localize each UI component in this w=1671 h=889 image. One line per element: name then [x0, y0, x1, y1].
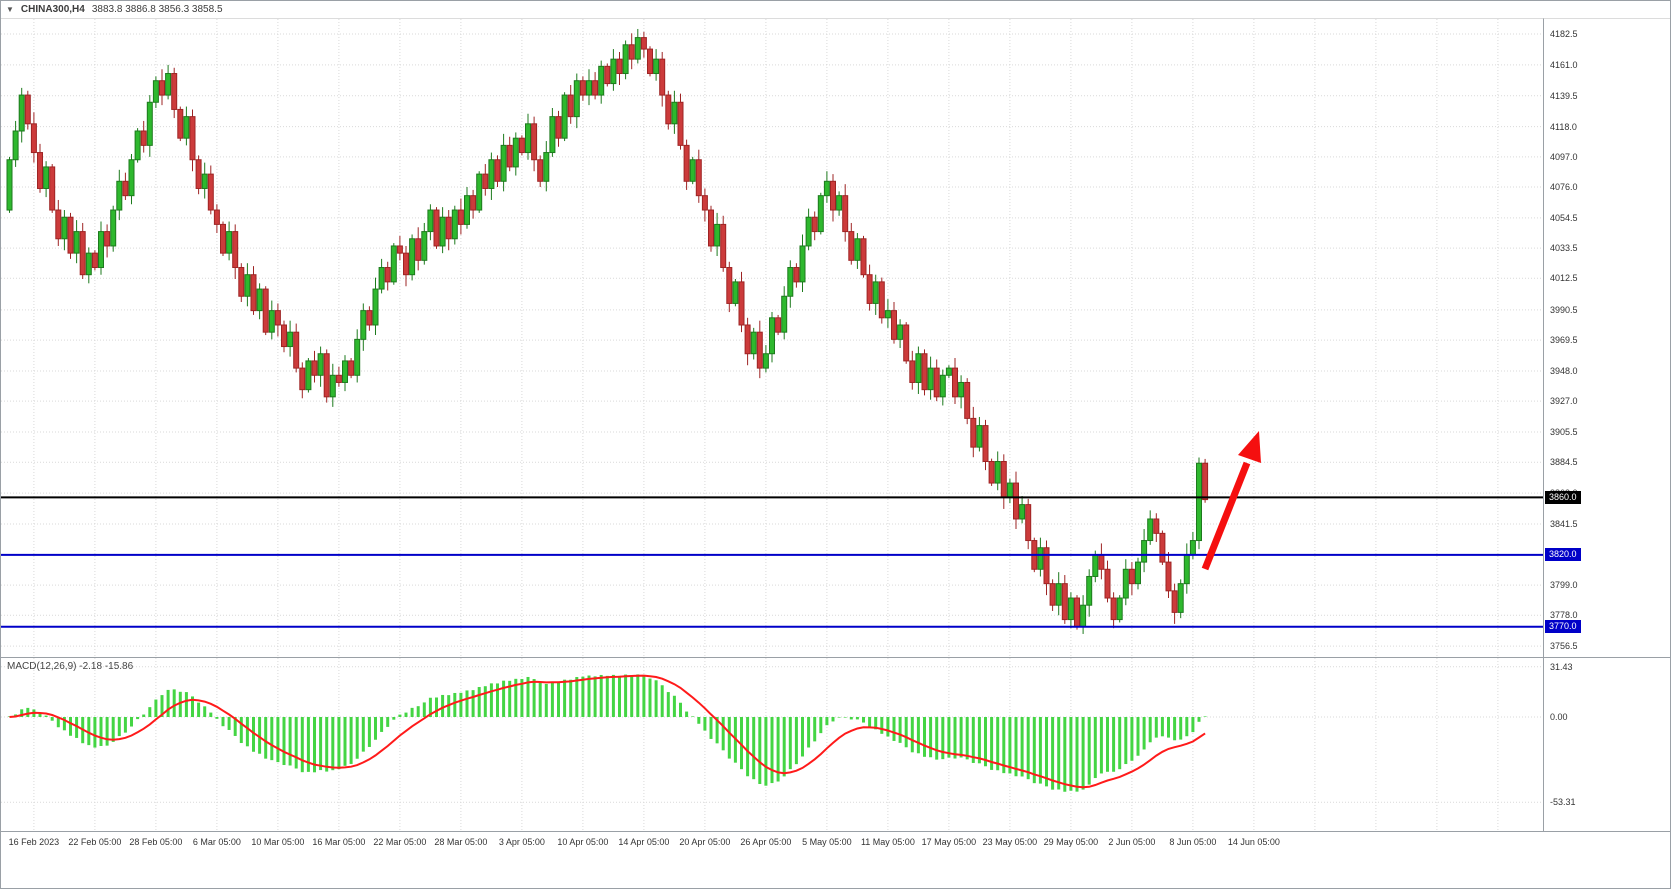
time-tick-label: 28 Mar 05:00: [434, 837, 488, 847]
chart-title-bar: ▼ CHINA300,H4 3883.8 3886.8 3856.3 3858.…: [1, 1, 1670, 18]
time-tick-label: 8 Jun 05:00: [1169, 837, 1217, 847]
price-tick-label: 4076.0: [1550, 182, 1578, 193]
macd-tick-label: 31.43: [1550, 661, 1573, 672]
time-tick-label: 22 Mar 05:00: [373, 837, 427, 847]
time-tick-label: 10 Apr 05:00: [557, 837, 609, 847]
time-tick-label: 2 Jun 05:00: [1108, 837, 1156, 847]
macd-tick-label: -53.31: [1550, 797, 1576, 808]
time-tick-label: 20 Apr 05:00: [679, 837, 731, 847]
price-tick-label: 4139.5: [1550, 90, 1578, 101]
macd-name-label: MACD(12,26,9): [7, 661, 77, 672]
candles: [6, 28, 1209, 634]
price-tick-label: 3756.5: [1550, 641, 1578, 652]
time-tick-label: 6 Mar 05:00: [192, 837, 241, 847]
time-tick-label: 26 Apr 05:00: [740, 837, 792, 847]
time-tick-label: 17 May 05:00: [921, 837, 977, 847]
price-tick-label: 3884.5: [1550, 457, 1578, 468]
price-tick-label: 3905.5: [1550, 427, 1578, 438]
symbol-dropdown-icon[interactable]: ▼: [6, 5, 14, 14]
price-tick-label: 3969.5: [1550, 335, 1578, 346]
time-tick-label: 10 Mar 05:00: [251, 837, 305, 847]
price-tick-label: 4161.0: [1550, 59, 1578, 70]
price-tick-label: 3841.5: [1550, 519, 1578, 530]
macd-histogram: [8, 674, 1207, 792]
time-tick-label: 14 Jun 05:00: [1227, 837, 1280, 847]
time-tick-label: 16 Feb 2023: [8, 837, 60, 847]
price-axis[interactable]: 4182.5 4161.0 4139.5 4118.0 4097.0 4076.0 4054…: [1544, 1, 1670, 831]
price-tick-label: 3990.5: [1550, 304, 1578, 315]
trend-arrow-head: [1238, 431, 1261, 463]
price-tick-label: 3927.0: [1550, 396, 1578, 407]
trend-arrow-shaft: [1201, 461, 1251, 571]
time-tick-label: 14 Apr 05:00: [618, 837, 670, 847]
time-tick-label: 11 May 05:00: [860, 837, 915, 847]
time-tick-label: 5 May 05:00: [802, 837, 852, 847]
time-tick-label: 16 Mar 05:00: [312, 837, 366, 847]
macd-values-label: -2.18 -15.86: [79, 661, 134, 672]
price-tick-label: 4012.5: [1550, 273, 1578, 284]
price-tick-label: 3948.0: [1550, 365, 1578, 376]
price-tick-label: 3799.0: [1550, 580, 1578, 591]
symbol-timeframe-label: CHINA300,H4: [20, 4, 85, 15]
price-level-tag[interactable]: 3770.0: [1545, 620, 1581, 634]
price-level-tag[interactable]: 3820.0: [1545, 548, 1581, 562]
macd-indicator-label: MACD(12,26,9) -2.18 -15.86: [7, 661, 133, 672]
macd-tick-label: 0.00: [1550, 712, 1568, 722]
price-tick-label: 4097.0: [1550, 151, 1578, 162]
gridlines: [1, 19, 1543, 831]
time-tick-label: 28 Feb 05:00: [129, 837, 183, 847]
price-tick-label: 3778.0: [1550, 610, 1578, 621]
price-tick-label: 4054.5: [1550, 212, 1578, 223]
time-tick-label: 29 May 05:00: [1043, 837, 1099, 847]
price-level-tag[interactable]: 3860.0: [1545, 490, 1581, 504]
time-tick-label: 3 Apr 05:00: [498, 837, 545, 847]
price-tick-label: 4182.5: [1550, 29, 1578, 39]
ohlc-values-label: 3883.8 3886.8 3856.3 3858.5: [91, 4, 223, 15]
price-tick-label: 4033.5: [1550, 243, 1578, 254]
time-tick-label: 22 Feb 05:00: [68, 837, 122, 847]
time-tick-label: 23 May 05:00: [982, 837, 1038, 847]
macd-signal-line: [9, 674, 1206, 789]
time-axis[interactable]: 16 Feb 2023 22 Feb 05:00 28 Feb 05:00 6 Mar…: [1, 831, 1670, 861]
price-tick-label: 4118.0: [1550, 121, 1577, 132]
